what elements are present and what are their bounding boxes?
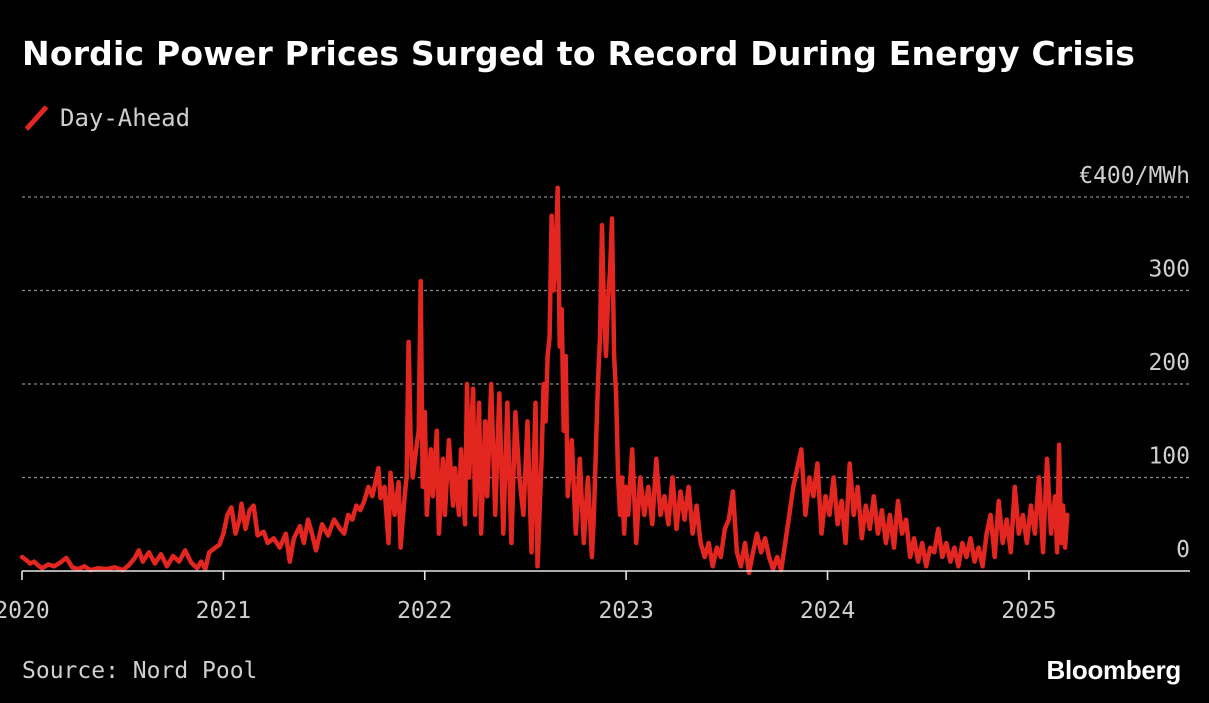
legend-label-day-ahead: Day-Ahead <box>60 104 191 132</box>
series-line-day-ahead <box>19 185 1070 576</box>
x-tick-label-2022: 2022 <box>397 598 452 624</box>
x-tick-label-2023: 2023 <box>598 598 653 624</box>
legend: Day-Ahead <box>22 102 190 134</box>
x-tick-label-2024: 2024 <box>800 598 855 624</box>
y-tick-label-300: 300 <box>1148 257 1190 283</box>
x-tick-label-2020: 2020 <box>0 598 50 624</box>
y-tick-label-200: 200 <box>1148 350 1190 376</box>
x-tick-label-2025: 2025 <box>1001 598 1056 624</box>
bloomberg-logo: Bloomberg <box>1046 655 1181 685</box>
y-tick-label-400: €400/MWh <box>1079 163 1190 189</box>
y-tick-label-100: 100 <box>1148 444 1190 470</box>
chart-title: Nordic Power Prices Surged to Record Dur… <box>22 34 1136 73</box>
x-tick-label-2021: 2021 <box>196 598 251 624</box>
source-note: Source: Nord Pool <box>22 658 258 684</box>
y-tick-label-0: 0 <box>1176 537 1190 563</box>
